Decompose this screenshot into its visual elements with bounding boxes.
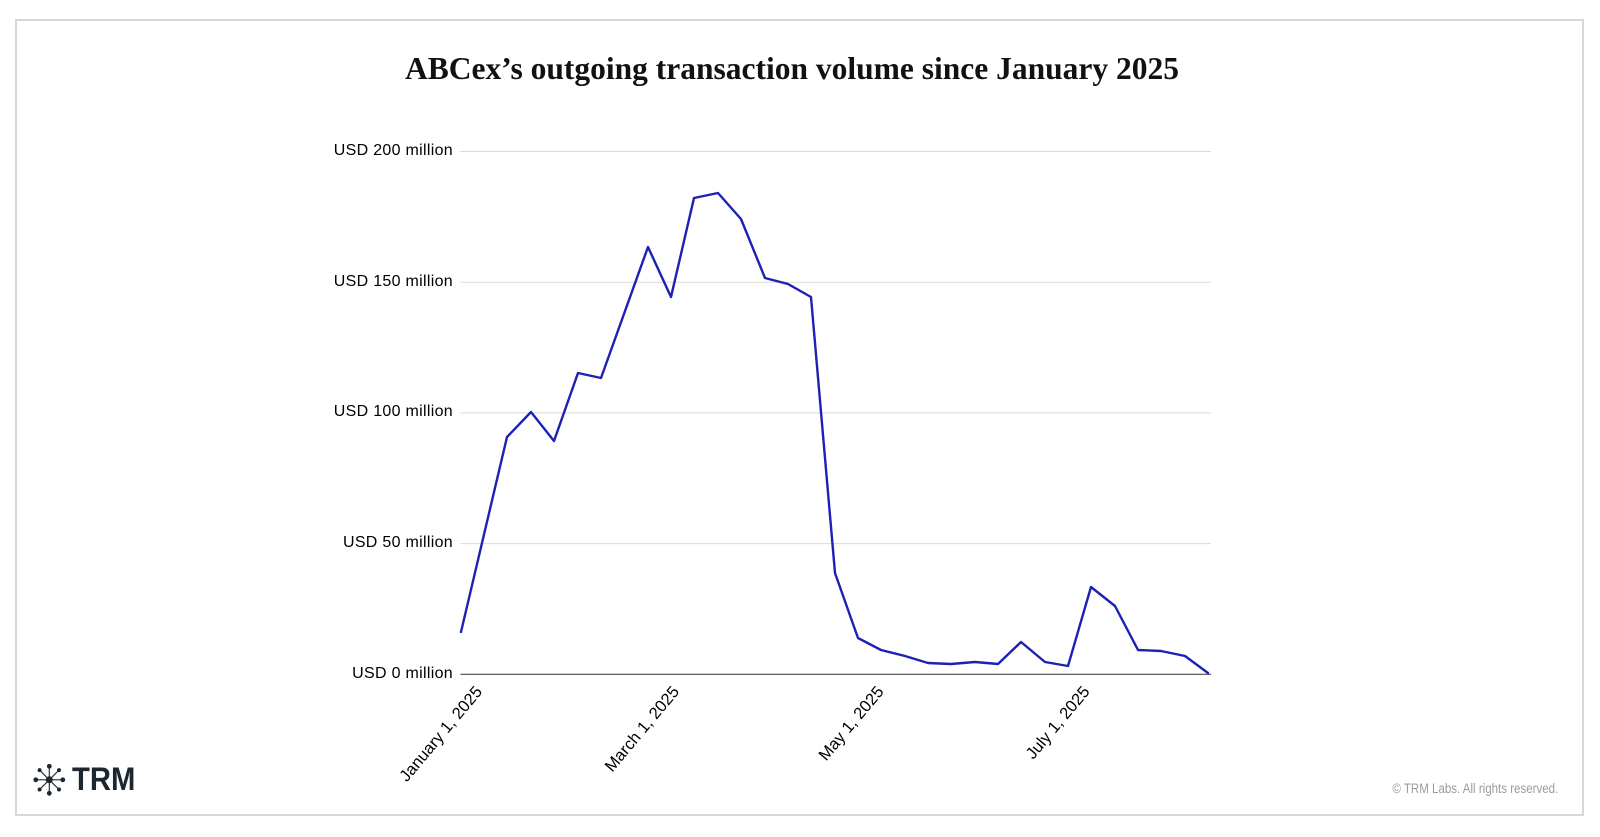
svg-text:May 1, 2025: May 1, 2025 [815, 683, 887, 764]
svg-text:July 1, 2025: July 1, 2025 [1023, 683, 1094, 763]
svg-text:January 1, 2025: January 1, 2025 [396, 683, 486, 785]
svg-text:March 1, 2025: March 1, 2025 [601, 683, 683, 775]
